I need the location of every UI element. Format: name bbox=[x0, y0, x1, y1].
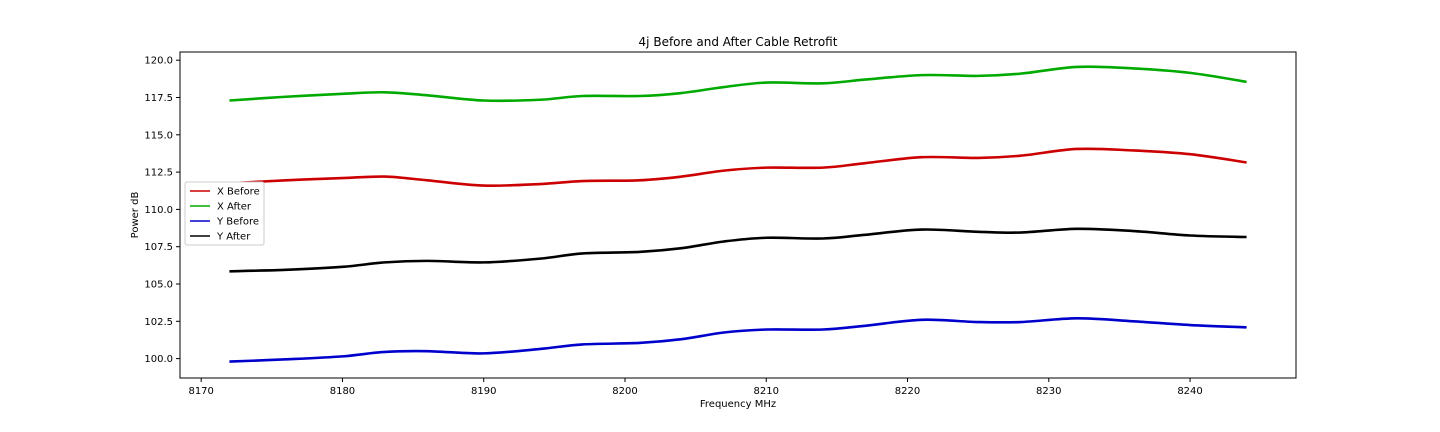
x-tick-label: 8190 bbox=[471, 386, 496, 397]
x-axis-ticks: 8170 8180 8190 8200 8210 8220 8230 8240 bbox=[188, 378, 1203, 397]
legend-label: X Before bbox=[217, 187, 260, 198]
plot-frame bbox=[179, 51, 1297, 379]
x-tick-label: 8200 bbox=[612, 386, 637, 397]
legend: X Before X After Y Before Y After bbox=[184, 181, 265, 246]
series-line-x-after bbox=[229, 65, 1247, 103]
y-tick-label: 120.0 bbox=[144, 56, 173, 67]
y-tick-label: 105.0 bbox=[144, 280, 173, 291]
y-tick-label: 102.5 bbox=[144, 317, 173, 328]
series-layer bbox=[229, 65, 1247, 363]
x-tick-label: 8240 bbox=[1177, 386, 1202, 397]
x-tick-label: 8230 bbox=[1036, 386, 1061, 397]
series-line-y-before bbox=[229, 317, 1247, 363]
chart-title: 4j Before and After Cable Retrofit bbox=[639, 35, 838, 49]
legend-label: X After bbox=[217, 202, 252, 213]
y-tick-label: 117.5 bbox=[144, 93, 173, 104]
y-tick-label: 110.0 bbox=[144, 205, 173, 216]
y-axis-ticks: 100.0 102.5 105.0 107.5 110.0 112.5 115.0 117.5… bbox=[144, 56, 180, 365]
x-tick-label: 8180 bbox=[330, 386, 355, 397]
legend-label: Y After bbox=[216, 232, 251, 243]
series-line-y-after bbox=[229, 227, 1247, 273]
y-tick-label: 115.0 bbox=[144, 130, 173, 141]
x-axis-title: Frequency MHz bbox=[700, 399, 776, 410]
y-tick-label: 107.5 bbox=[144, 242, 173, 253]
x-tick-label: 8220 bbox=[895, 386, 920, 397]
legend-label: Y Before bbox=[216, 217, 259, 228]
y-tick-label: 100.0 bbox=[144, 354, 173, 365]
y-tick-label: 112.5 bbox=[144, 168, 173, 179]
x-tick-label: 8170 bbox=[188, 386, 213, 397]
legend-frame bbox=[184, 181, 265, 246]
series-line-x-before bbox=[229, 147, 1247, 187]
x-tick-label: 8210 bbox=[754, 386, 779, 397]
y-axis-title: Power dB bbox=[130, 192, 141, 239]
